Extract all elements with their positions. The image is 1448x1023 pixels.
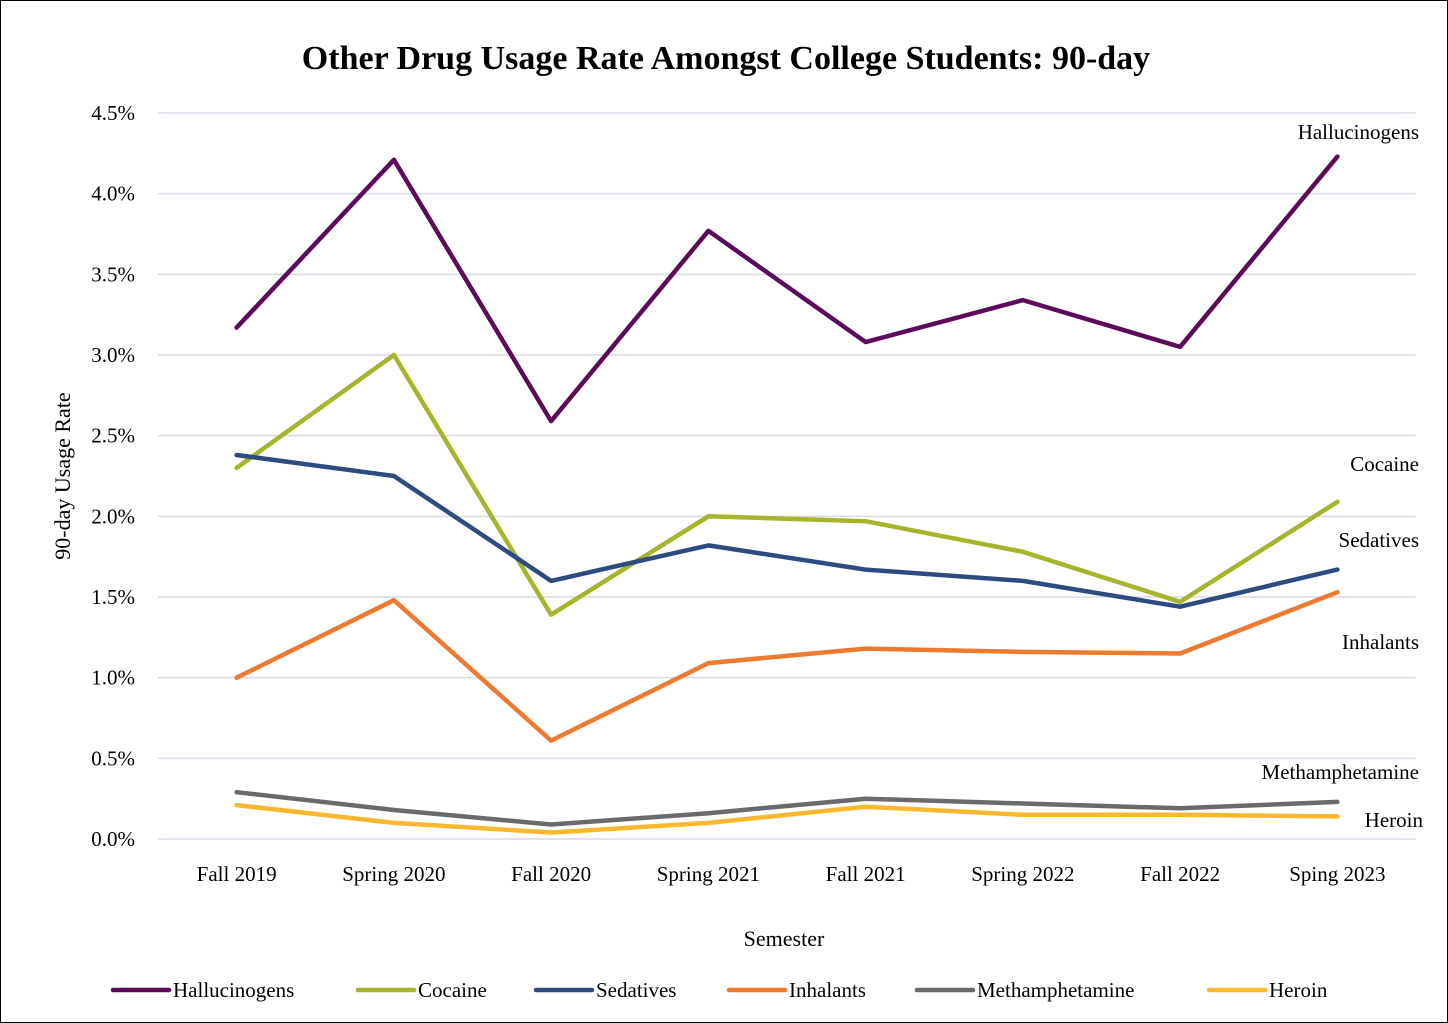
y-tick-label: 3.0%: [91, 343, 135, 367]
series-lines: [234, 154, 1340, 835]
end-label-heroin: Heroin: [1365, 808, 1424, 832]
end-label-methamphetamine: Methamphetamine: [1262, 760, 1419, 784]
x-tick-label: Spring 2022: [971, 862, 1074, 886]
gridlines: [158, 112, 1416, 840]
legend-item-heroin: Heroin: [1206, 978, 1328, 1002]
x-axis-title: Semester: [744, 926, 825, 951]
series-line-sedatives: [234, 452, 1340, 609]
legend-label: Methamphetamine: [977, 978, 1134, 1002]
y-tick-label: 4.0%: [91, 182, 135, 206]
chart-title: Other Drug Usage Rate Amongst College St…: [302, 40, 1150, 77]
series-end-labels: Hallucinogens Cocaine Sedatives Inhalants Me…: [1262, 120, 1424, 832]
legend-label: Inhalants: [789, 978, 866, 1002]
x-tick-label: Spring 2020: [342, 862, 445, 886]
legend-item-methamphetamine: Methamphetamine: [914, 978, 1134, 1002]
series-line-cocaine: [234, 352, 1340, 617]
series-line-heroin: [234, 802, 1340, 835]
legend: Hallucinogens Cocaine Sedatives Inhalants Me…: [110, 978, 1328, 1002]
end-label-cocaine: Cocaine: [1350, 452, 1419, 476]
legend-item-sedatives: Sedatives: [533, 978, 676, 1002]
y-tick-label: 4.5%: [91, 101, 135, 125]
y-tick-label: 3.5%: [91, 262, 135, 286]
y-tick-label: 2.0%: [91, 504, 135, 528]
x-tick-label: Fall 2019: [197, 862, 277, 886]
y-axis-title: 90-day Usage Rate: [50, 392, 75, 559]
series-line-hallucinogens: [234, 154, 1340, 424]
end-label-inhalants: Inhalants: [1342, 630, 1419, 654]
end-label-hallucinogens: Hallucinogens: [1298, 120, 1419, 144]
legend-item-cocaine: Cocaine: [355, 978, 487, 1002]
x-tick-label: Fall 2021: [826, 862, 906, 886]
series-line-methamphetamine: [234, 789, 1340, 827]
legend-item-hallucinogens: Hallucinogens: [110, 978, 294, 1002]
legend-label: Heroin: [1269, 978, 1328, 1002]
y-tick-label: 1.5%: [91, 585, 135, 609]
legend-item-inhalants: Inhalants: [726, 978, 866, 1002]
legend-label: Cocaine: [418, 978, 487, 1002]
x-tick-label: Sping 2023: [1289, 862, 1385, 886]
y-axis-ticks: 0.0% 0.5% 1.0% 1.5% 2.0% 2.5% 3.0% 3.5% 4.0% 4.5%: [91, 101, 135, 851]
x-tick-label: Fall 2020: [511, 862, 591, 886]
legend-label: Hallucinogens: [173, 978, 294, 1002]
x-tick-label: Fall 2022: [1140, 862, 1220, 886]
y-tick-label: 0.5%: [91, 746, 135, 770]
x-axis-ticks: Fall 2019 Spring 2020 Fall 2020 Spring 2021…: [197, 862, 1386, 886]
y-tick-label: 0.0%: [91, 827, 135, 851]
y-tick-label: 2.5%: [91, 424, 135, 448]
y-tick-label: 1.0%: [91, 666, 135, 690]
legend-label: Sedatives: [596, 978, 676, 1002]
end-label-sedatives: Sedatives: [1339, 528, 1419, 552]
series-line-inhalants: [234, 589, 1340, 743]
x-tick-label: Spring 2021: [657, 862, 760, 886]
